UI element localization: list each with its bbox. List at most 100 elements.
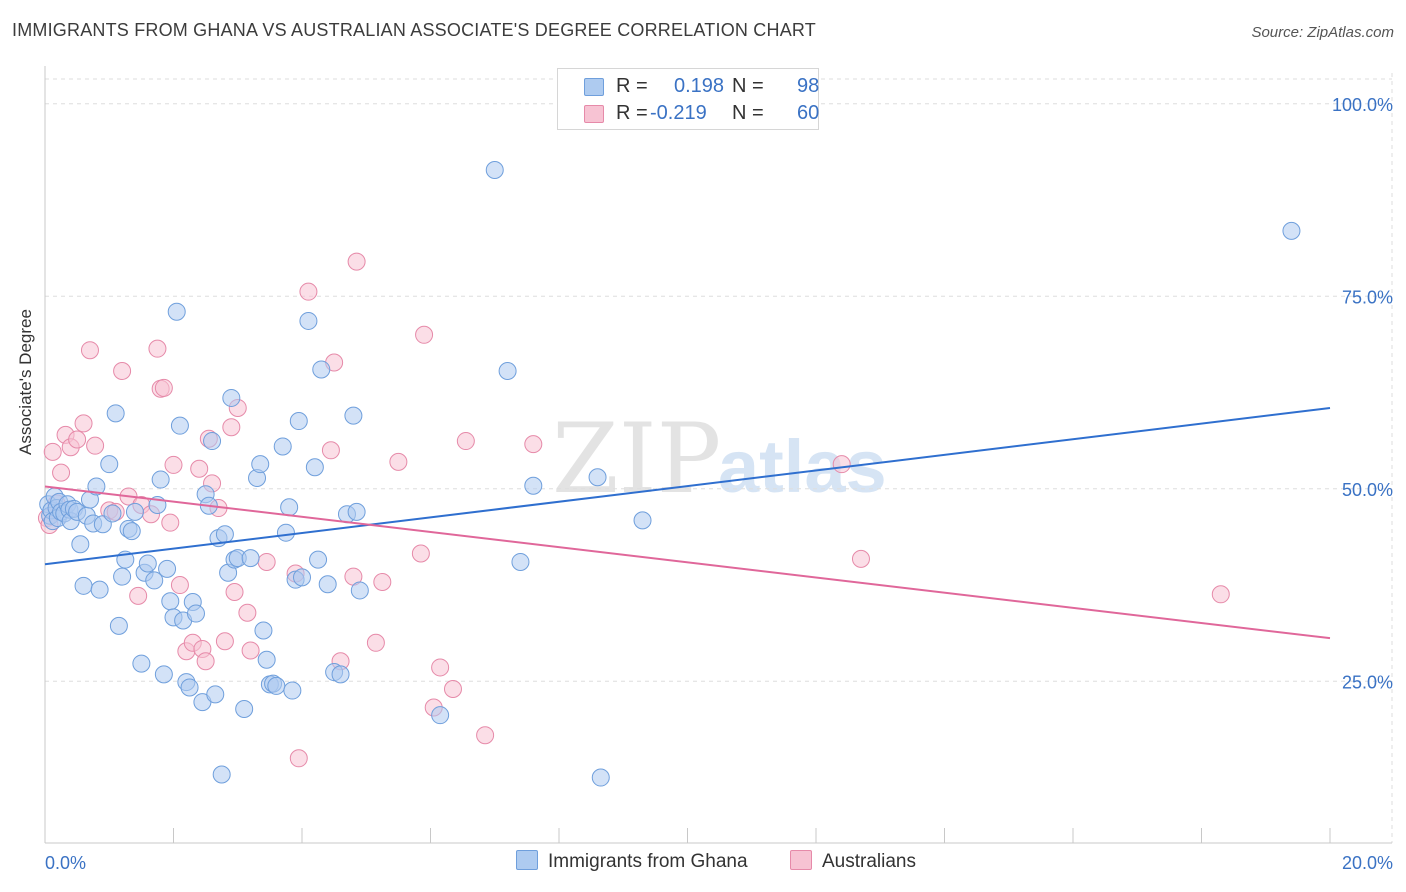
data-point-ghana — [106, 404, 125, 423]
data-point-ghana — [524, 476, 543, 495]
data-point-australians — [411, 544, 430, 563]
data-point-ghana — [125, 502, 144, 521]
data-point-ghana — [280, 498, 299, 517]
data-point-australians — [241, 641, 260, 660]
legend-label-ghana: Immigrants from Ghana — [548, 851, 748, 872]
data-point-australians — [456, 432, 475, 451]
y-tick-label: 75.0% — [1342, 287, 1393, 307]
data-point-ghana — [222, 388, 241, 407]
data-point-australians — [389, 452, 408, 471]
data-point-ghana — [167, 302, 186, 321]
data-point-ghana — [273, 437, 292, 456]
data-point-australians — [190, 459, 209, 478]
data-point-ghana — [212, 765, 231, 784]
legend-swatch-blue — [516, 850, 538, 870]
data-point-australians — [524, 435, 543, 454]
data-point-ghana — [309, 550, 328, 569]
watermark-zip: ZIP — [552, 403, 721, 515]
data-point-ghana — [235, 700, 254, 719]
legend-r-label: R = — [616, 102, 648, 124]
data-point-australians — [289, 749, 308, 768]
data-point-australians — [154, 378, 173, 397]
data-point-australians — [443, 680, 462, 698]
trend-line-australians — [44, 485, 1331, 640]
legend-n-value: 98 — [797, 75, 820, 97]
stats-legend: R = 0.198 N = 98 R = -0.219 N = 60 — [557, 68, 819, 130]
chart-title: IMMIGRANTS FROM GHANA VS AUSTRALIAN ASSO… — [12, 20, 816, 40]
data-point-ghana — [289, 412, 308, 431]
data-point-australians — [80, 341, 99, 360]
data-point-ghana — [186, 604, 205, 623]
data-point-ghana — [331, 665, 350, 684]
data-point-ghana — [283, 681, 302, 700]
data-point-ghana — [299, 311, 318, 330]
x-tick-label: 0.0% — [45, 853, 86, 873]
data-point-ghana — [347, 502, 366, 521]
data-point-ghana — [633, 511, 652, 530]
data-point-ghana — [138, 554, 157, 573]
data-point-ghana — [1282, 221, 1301, 240]
tick-labels: 25.0% 50.0% 75.0% 100.0% 0.0% 20.0% — [45, 95, 1393, 873]
source-credit: Source: ZipAtlas.com — [1251, 24, 1394, 41]
legend-r-value: -0.219 — [650, 102, 707, 124]
data-point-ghana — [87, 477, 106, 496]
data-point-australians — [366, 633, 385, 652]
data-point-ghana — [122, 522, 141, 541]
data-point-australians — [321, 441, 340, 460]
data-point-ghana — [151, 470, 170, 489]
data-point-australians — [238, 603, 257, 622]
data-point-ghana — [276, 523, 295, 542]
legend-n-label: N = — [732, 102, 764, 124]
x-tick-label: 20.0% — [1342, 853, 1393, 873]
legend-item-ghana: Immigrants from Ghana — [516, 850, 748, 873]
data-point-ghana — [485, 161, 504, 180]
legend-r-label: R = — [616, 75, 648, 97]
legend-n-value: 60 — [797, 102, 820, 124]
data-point-australians — [299, 282, 318, 301]
legend-swatch-pink — [584, 105, 604, 123]
watermark-atlas: atlas — [718, 425, 887, 508]
data-point-australians — [347, 252, 366, 271]
data-point-australians — [257, 552, 276, 571]
data-point-australians — [74, 414, 93, 433]
data-point-ghana — [103, 504, 122, 523]
series-immigrants-from-ghana — [39, 161, 1301, 787]
data-point-ghana — [113, 567, 132, 586]
data-point-australians — [1211, 585, 1230, 604]
y-tick-label: 100.0% — [1332, 95, 1393, 115]
data-point-ghana — [312, 360, 331, 379]
data-point-ghana — [215, 525, 234, 544]
y-tick-label: 25.0% — [1342, 672, 1393, 692]
data-point-ghana — [305, 458, 324, 477]
data-point-ghana — [241, 549, 260, 568]
data-point-ghana — [431, 706, 450, 725]
data-point-australians — [170, 576, 189, 595]
data-point-australians — [196, 652, 215, 671]
data-point-ghana — [350, 581, 369, 600]
data-point-australians — [148, 339, 167, 358]
data-point-ghana — [254, 621, 273, 640]
legend-r-value: 0.198 — [674, 75, 725, 97]
data-point-ghana — [344, 406, 363, 425]
data-point-australians — [222, 418, 241, 437]
data-point-ghana — [206, 685, 225, 704]
trend-lines — [44, 406, 1331, 640]
data-point-ghana — [74, 576, 93, 595]
data-point-ghana — [180, 678, 199, 697]
legend-item-australians: Australians — [790, 850, 916, 873]
data-point-ghana — [71, 535, 90, 554]
data-point-ghana — [511, 552, 530, 571]
data-point-australians — [43, 442, 62, 461]
legend-n-label: N = — [732, 75, 764, 97]
data-point-australians — [225, 582, 244, 601]
data-point-ghana — [109, 616, 128, 635]
data-point-ghana — [90, 580, 109, 599]
legend-swatch-blue — [584, 78, 604, 96]
data-point-australians — [86, 436, 105, 455]
data-point-australians — [164, 455, 183, 474]
data-point-australians — [129, 586, 148, 605]
trend-line-ghana — [44, 406, 1331, 566]
legend-label-australians: Australians — [822, 851, 916, 872]
data-point-ghana — [154, 665, 173, 684]
